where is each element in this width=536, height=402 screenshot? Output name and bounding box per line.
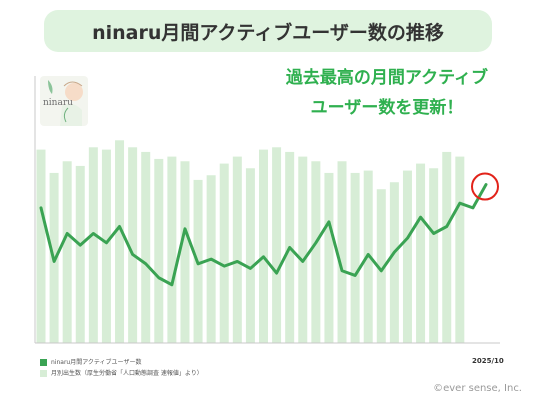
bar-16 (245, 168, 255, 343)
line-point-17 (263, 256, 264, 258)
bar-18 (272, 147, 282, 343)
bar-31 (442, 151, 452, 343)
bar-27 (389, 182, 399, 343)
bar-2 (62, 161, 72, 343)
bar-5 (101, 149, 111, 343)
line-point-4 (92, 232, 94, 234)
line-point-2 (66, 232, 68, 234)
legend-swatch-line (40, 359, 47, 366)
line-point-8 (145, 263, 147, 265)
line-point-14 (223, 265, 225, 267)
bar-32 (455, 156, 465, 343)
legend-label-bar: 月別出生数（厚生労働省「人口動態調査 速報値」より） (51, 370, 203, 377)
line-point-22 (328, 221, 330, 223)
line-point-18 (276, 272, 278, 274)
baby-illustration-icon (48, 80, 83, 126)
line-point-24 (354, 274, 356, 276)
headline: 過去最高の月間アクティブ ユーザー数を更新！ (258, 63, 516, 123)
line-point-11 (184, 228, 186, 230)
bar-10 (167, 156, 177, 343)
legend: ninaru月間アクティブユーザー数 月別出生数（厚生労働省「人口動態調査 速報… (40, 357, 203, 379)
line-point-7 (132, 253, 134, 255)
line-point-25 (367, 253, 369, 255)
bar-17 (259, 149, 268, 343)
line-point-12 (197, 263, 199, 265)
line-point-20 (302, 260, 304, 262)
line-point-26 (380, 270, 382, 272)
bar-21 (311, 161, 321, 343)
headline-line-1: 過去最高の月間アクティブ (285, 68, 489, 88)
line-point-15 (236, 260, 238, 262)
bar-9 (154, 158, 164, 343)
bar-29 (416, 163, 426, 343)
line-point-21 (315, 242, 317, 244)
bar-0 (36, 149, 46, 343)
legend-item-bar: 月別出生数（厚生労働省「人口動態調査 速報値」より） (40, 368, 203, 379)
line-point-19 (289, 246, 291, 248)
line-point-34 (485, 184, 487, 186)
bar-6 (115, 140, 125, 343)
bar-22 (324, 172, 334, 343)
line-point-3 (79, 244, 81, 246)
line-point-5 (105, 242, 107, 244)
bar-24 (350, 172, 360, 343)
logo-text: ninaru (43, 98, 73, 108)
line-point-32 (459, 202, 461, 204)
legend-swatch-bar (40, 370, 47, 377)
line-series (39, 183, 488, 287)
bar-26 (376, 189, 386, 343)
line-point-23 (341, 270, 343, 272)
bar-20 (298, 156, 308, 343)
line-point-30 (433, 232, 435, 234)
line-point-31 (446, 226, 448, 227)
bar-4 (88, 147, 98, 343)
ninaru-logo: ninaru (40, 76, 88, 126)
headline-line-2: ユーザー数を更新！ (310, 98, 464, 118)
bar-7 (128, 147, 138, 343)
line-point-16 (249, 267, 251, 269)
bar-23 (337, 161, 347, 343)
bar-14 (219, 163, 229, 343)
bar-11 (180, 161, 190, 343)
latest-point-highlight-circle (471, 172, 499, 201)
x-end-label: 2025/10 (472, 357, 504, 365)
line-point-29 (420, 216, 422, 218)
bar-30 (429, 168, 439, 343)
line-point-6 (119, 226, 121, 227)
bar-28 (402, 170, 412, 343)
highlight-annotation (471, 172, 499, 201)
bar-8 (141, 151, 151, 343)
line-point-10 (171, 284, 173, 286)
line-point-9 (158, 277, 160, 279)
bar-3 (75, 165, 85, 343)
line-point-0 (40, 207, 42, 209)
legend-label-line: ninaru月間アクティブユーザー数 (51, 359, 142, 366)
line-point-13 (210, 258, 212, 260)
line-point-33 (472, 207, 474, 209)
line-point-28 (406, 237, 408, 239)
bar-series (36, 140, 465, 343)
line-point-27 (393, 251, 395, 253)
legend-item-line: ninaru月間アクティブユーザー数 (40, 357, 203, 368)
bar-15 (232, 156, 242, 343)
line-point-1 (53, 260, 55, 262)
chart-title: ninaru月間アクティブユーザー数の推移 (44, 10, 492, 52)
copyright-credit: ©ever sense, Inc. (433, 383, 522, 394)
